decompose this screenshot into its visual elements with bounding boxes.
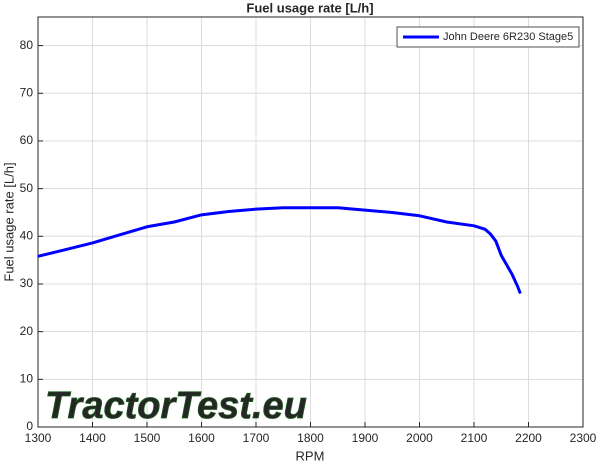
x-axis-label: RPM (296, 448, 325, 463)
y-tick-label: 40 (20, 228, 34, 242)
plot-frame (37, 16, 584, 428)
x-tick-label: 1400 (79, 431, 106, 445)
y-tick-label: 80 (20, 38, 34, 52)
y-tick-label: 50 (20, 181, 34, 195)
x-tick-label: 1600 (188, 431, 215, 445)
watermark: TractorTest.eu (45, 385, 307, 427)
chart-title: Fuel usage rate [L/h] (246, 0, 373, 15)
y-tick-label: 30 (20, 276, 34, 290)
x-tick-label: 2300 (570, 431, 596, 445)
x-tick-label: 1500 (134, 431, 161, 445)
x-tick-label: 2000 (406, 431, 433, 445)
y-axis-label: Fuel usage rate [L/h] (1, 162, 16, 281)
x-tick-label: 1900 (352, 431, 379, 445)
x-tick-label: 2100 (461, 431, 488, 445)
y-tick-label: 70 (20, 85, 34, 99)
x-tick-label: 1800 (297, 431, 324, 445)
legend-label: John Deere 6R230 Stage5 (443, 31, 573, 43)
data-line (37, 206, 522, 295)
y-tick-label: 0 (26, 419, 33, 433)
y-tick-label: 60 (20, 133, 34, 147)
x-tick-label: 2200 (515, 431, 542, 445)
y-tick-label: 10 (20, 371, 34, 385)
y-tick-label: 20 (20, 324, 34, 338)
x-tick-label: 1300 (25, 431, 52, 445)
legend-box (396, 26, 580, 48)
x-tick-label: 1700 (243, 431, 270, 445)
